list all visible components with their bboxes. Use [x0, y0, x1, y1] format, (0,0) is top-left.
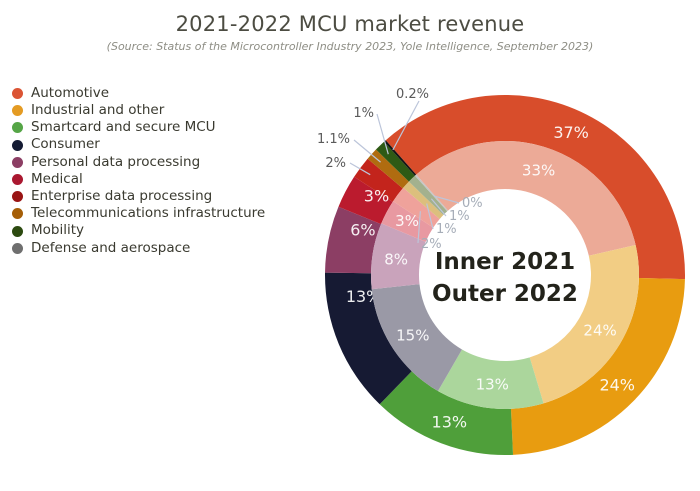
slice-2021-enterprise-data-processing[interactable] [393, 187, 440, 228]
slice-2021-medical[interactable] [381, 201, 434, 242]
legend-label: Automotive [31, 84, 110, 101]
slice-label-2022-industrial-and-other: 24% [599, 375, 635, 394]
legend-swatch-icon [12, 105, 23, 117]
slice-label-2022-medical: 3% [364, 186, 389, 205]
callout-label-2021-enterprise-data-processing: 2% [421, 237, 442, 252]
legend-label: Smartcard and secure MCU [31, 119, 216, 136]
slice-label-2021-smartcard-and-secure-mcu: 13% [476, 376, 509, 394]
legend-label: Medical [31, 170, 83, 187]
legend-swatch-icon [12, 242, 23, 254]
slice-2022-smartcard-and-secure-mcu[interactable] [379, 371, 514, 455]
leader-line-2022-enterprise-data-processing [349, 162, 371, 176]
legend-item-mobility[interactable]: Mobility [12, 223, 265, 240]
slice-2021-personal-data-processing[interactable] [371, 223, 426, 290]
slice-2022-industrial-and-other[interactable] [510, 278, 685, 455]
legend-item-consumer[interactable]: Consumer [12, 137, 265, 154]
leader-line-2021-mobility [430, 198, 447, 217]
slice-label-2022-smartcard-and-secure-mcu: 13% [432, 412, 468, 431]
slice-label-2021-medical: 3% [395, 212, 419, 230]
slice-2022-consumer[interactable] [325, 272, 412, 405]
callout-label-2022-mobility: 1% [353, 106, 374, 121]
legend-label: Mobility [31, 222, 85, 239]
slice-2021-industrial-and-other[interactable] [529, 244, 639, 404]
legend-swatch-icon [12, 88, 23, 100]
legend-item-telecommunications-infrastructure[interactable]: Telecommunications infrastructure [12, 205, 265, 222]
legend-item-industrial-and-other[interactable]: Industrial and other [12, 102, 265, 119]
slice-2021-mobility[interactable] [408, 175, 448, 216]
slice-2021-automotive[interactable] [416, 141, 636, 256]
callout-label-2022-enterprise-data-processing: 2% [325, 156, 346, 171]
chart-source-subtitle: (Source: Status of the Microcontroller I… [106, 40, 594, 53]
legend-swatch-icon [12, 139, 23, 151]
slice-2022-medical[interactable] [338, 176, 393, 225]
callout-label-2021-telecommunications-infrastructure: 1% [436, 222, 457, 237]
slice-2021-smartcard-and-secure-mcu[interactable] [438, 349, 544, 409]
legend-item-defense-and-aerospace[interactable]: Defense and aerospace [12, 240, 265, 257]
slice-2021-telecommunications-infrastructure[interactable] [403, 181, 444, 220]
chart-title: 2021-2022 MCU market revenue [175, 12, 525, 36]
legend-swatch-icon [12, 174, 23, 186]
legend-item-medical[interactable]: Medical [12, 171, 265, 188]
legend-item-smartcard-and-secure-mcu[interactable]: Smartcard and secure MCU [12, 119, 265, 136]
legend-label: Telecommunications infrastructure [31, 205, 266, 222]
donut-center-label-1: Inner 2021 [435, 249, 575, 275]
legend-swatch-icon [12, 156, 23, 168]
slice-2022-defense-and-aerospace[interactable] [384, 140, 417, 176]
slice-2022-enterprise-data-processing[interactable] [354, 158, 403, 202]
legend-item-automotive[interactable]: Automotive [12, 85, 265, 102]
donut-center-label-2: Outer 2022 [432, 281, 578, 307]
legend-label: Enterprise data processing [31, 187, 213, 204]
callout-label-2022-telecommunications-infrastructure: 1.1% [317, 132, 350, 147]
leader-line-2021-defense-and-aerospace [434, 195, 460, 204]
slice-label-2021-automotive: 33% [522, 162, 555, 180]
slice-2022-mobility[interactable] [375, 141, 415, 182]
leader-line-2022-mobility [376, 113, 389, 155]
leader-line-2022-defense-and-aerospace [392, 100, 420, 151]
legend-swatch-icon [12, 208, 23, 220]
slice-label-2022-automotive: 37% [553, 123, 589, 142]
slice-label-2022-personal-data-processing: 6% [350, 221, 375, 240]
legend-label: Consumer [31, 136, 100, 153]
leader-line-2021-enterprise-data-processing [417, 211, 421, 244]
legend-label: Personal data processing [31, 153, 201, 170]
slice-2022-personal-data-processing[interactable] [325, 206, 382, 274]
leader-line-2022-telecommunications-infrastructure [353, 139, 381, 163]
callout-label-2022-defense-and-aerospace: 0.2% [396, 87, 429, 102]
callout-label-2021-defense-and-aerospace: 0% [462, 196, 483, 211]
slice-label-2021-personal-data-processing: 8% [384, 250, 408, 268]
callout-label-2021-mobility: 1% [449, 209, 470, 224]
legend-label: Defense and aerospace [31, 239, 191, 256]
legend-item-enterprise-data-processing[interactable]: Enterprise data processing [12, 188, 265, 205]
legend-label: Industrial and other [31, 102, 165, 119]
legend-swatch-icon [12, 191, 23, 203]
slice-2021-consumer[interactable] [371, 284, 463, 392]
slice-label-2021-consumer: 15% [396, 326, 429, 344]
chart-legend: Automotive Industrial and other Smartcard … [12, 85, 265, 257]
legend-swatch-icon [12, 225, 23, 237]
slice-2022-automotive[interactable] [385, 94, 685, 280]
leader-line-2021-telecommunications-infrastructure [426, 203, 434, 230]
slice-2021-defense-and-aerospace[interactable] [414, 174, 449, 212]
legend-item-personal-data-processing[interactable]: Personal data processing [12, 154, 265, 171]
legend-swatch-icon [12, 122, 23, 134]
slice-label-2021-industrial-and-other: 24% [583, 322, 616, 340]
